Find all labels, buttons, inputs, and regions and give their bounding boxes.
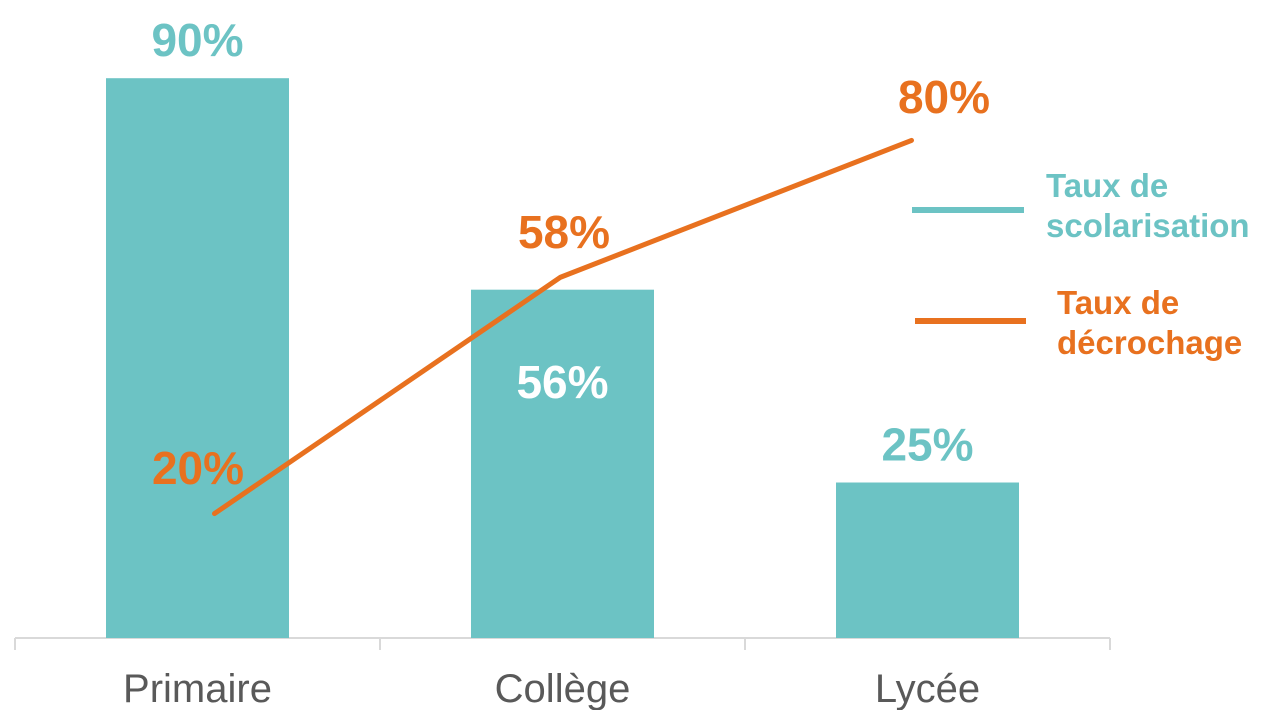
legend-decrochage-line1: Taux de <box>1057 284 1180 321</box>
line-value-label: 20% <box>152 442 244 494</box>
line-value-label: 58% <box>518 206 610 258</box>
line-series-decrochage <box>212 137 914 517</box>
x-axis <box>14 637 1111 650</box>
data-labels: 90% 56% 25% 20% 58% 80% <box>151 14 990 494</box>
category-label: Collège <box>495 667 631 710</box>
legend-scolarisation-line2: scolarisation <box>1046 207 1250 244</box>
legend-label-scolarisation: Taux de scolarisation <box>1046 166 1250 246</box>
category-label: Lycée <box>875 667 980 710</box>
category-labels: Primaire Collège Lycée <box>123 667 980 710</box>
category-label: Primaire <box>123 667 272 710</box>
legend-swatch-decrochage <box>915 318 1026 324</box>
legend-label-decrochage: Taux de décrochage <box>1057 283 1242 363</box>
bar-value-label: 25% <box>881 419 973 471</box>
bar-collège <box>471 289 654 638</box>
legend-scolarisation-line1: Taux de <box>1046 167 1169 204</box>
decrochage-line <box>212 137 914 517</box>
legend-swatch-scolarisation <box>912 207 1024 213</box>
bar-value-label: 90% <box>151 14 243 66</box>
bar-lycée <box>836 482 1019 638</box>
bar-primaire <box>106 78 289 638</box>
legend-decrochage-line2: décrochage <box>1057 324 1243 361</box>
line-value-label: 80% <box>898 71 990 123</box>
bar-value-label: 56% <box>516 356 608 408</box>
bar-series-scolarisation <box>106 78 1019 638</box>
